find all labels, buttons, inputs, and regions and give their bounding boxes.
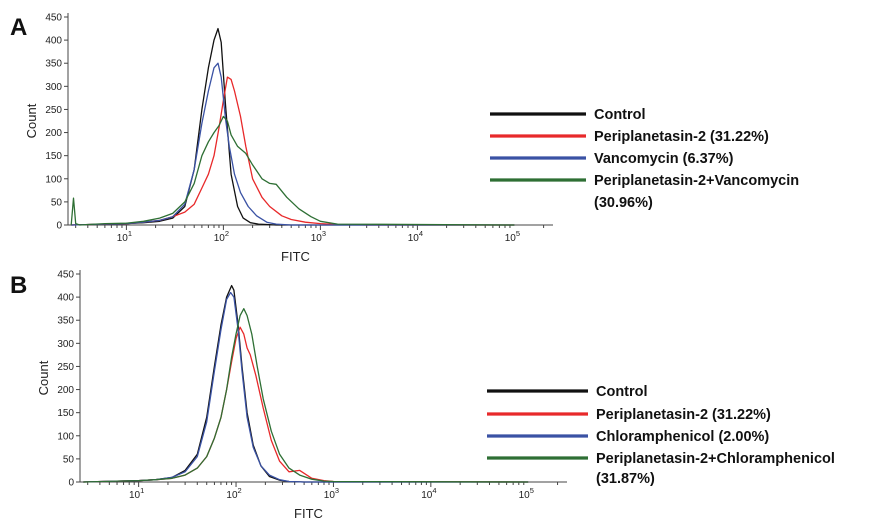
x-tick-label: 105: [505, 229, 520, 244]
y-tick-label: 350: [45, 59, 62, 70]
y-tick-label: 100: [57, 431, 74, 442]
panel-letter: A: [10, 14, 27, 41]
legend-label: Periplanetasin-2+Chloramphenicol: [596, 451, 835, 467]
panel-letter: B: [10, 272, 27, 299]
y-tick-label: 400: [45, 36, 62, 47]
series-line-4: [83, 308, 529, 483]
legend-label: Periplanetasin-2 (31.22%): [594, 129, 769, 145]
y-tick-label: 450: [45, 13, 62, 24]
panel-b: B 0 50 100 150 200 250 300 350 400 450 101 102 103 104…: [10, 270, 835, 522]
legend-label: Periplanetasin-2 (31.22%): [596, 407, 771, 423]
y-tick-label: 150: [57, 408, 74, 419]
y-tick-label: 0: [56, 221, 62, 232]
y-tick-label: 200: [57, 385, 74, 396]
x-tick-label: 103: [311, 229, 326, 244]
y-tick-label: 250: [45, 105, 62, 116]
legend-label: Chloramphenicol (2.00%): [596, 429, 769, 445]
series-line-1: [71, 27, 515, 226]
legend-label-continued: (31.87%): [596, 471, 655, 487]
x-tick-label: 104: [408, 229, 423, 244]
y-axis-title: Count: [24, 103, 39, 138]
y-tick-label: 250: [57, 362, 74, 373]
x-tick-label: 102: [226, 486, 241, 501]
y-tick-label: 150: [45, 151, 62, 162]
y-tick-label: 350: [57, 316, 74, 327]
y-tick-label: 0: [68, 478, 74, 489]
series-line-2: [83, 326, 529, 483]
x-tick-label: 105: [519, 486, 534, 501]
y-tick-label: 300: [45, 82, 62, 93]
y-tick-label: 50: [51, 197, 63, 208]
legend-label: Periplanetasin-2+Vancomycin: [594, 173, 799, 189]
legend-label: Vancomycin (6.37%): [594, 151, 734, 167]
x-tick-label: 104: [421, 486, 436, 501]
legend-label-continued: (30.96%): [594, 195, 653, 211]
x-tick-label: 103: [324, 486, 339, 501]
series-line-3: [83, 291, 529, 483]
legend-label: Control: [594, 107, 646, 123]
y-tick-label: 300: [57, 339, 74, 350]
x-tick-label: 102: [214, 229, 229, 244]
legend-label: Control: [596, 384, 648, 400]
x-axis-title: FITC: [294, 506, 323, 521]
y-tick-label: 100: [45, 174, 62, 185]
x-tick-label: 101: [129, 486, 144, 501]
y-tick-label: 450: [57, 270, 74, 281]
series-line-3: [71, 62, 515, 226]
y-tick-label: 400: [57, 293, 74, 304]
series-line-1: [83, 284, 529, 483]
series-line-4: [70, 115, 515, 226]
x-tick-label: 101: [117, 229, 132, 244]
y-tick-label: 200: [45, 128, 62, 139]
x-axis-title: FITC: [281, 249, 310, 264]
y-axis-title: Count: [36, 360, 51, 395]
panel-a: A 0 50 100 150 200 250 300 350 400 450 101 102 103 104…: [10, 13, 799, 265]
y-tick-label: 50: [63, 454, 75, 465]
